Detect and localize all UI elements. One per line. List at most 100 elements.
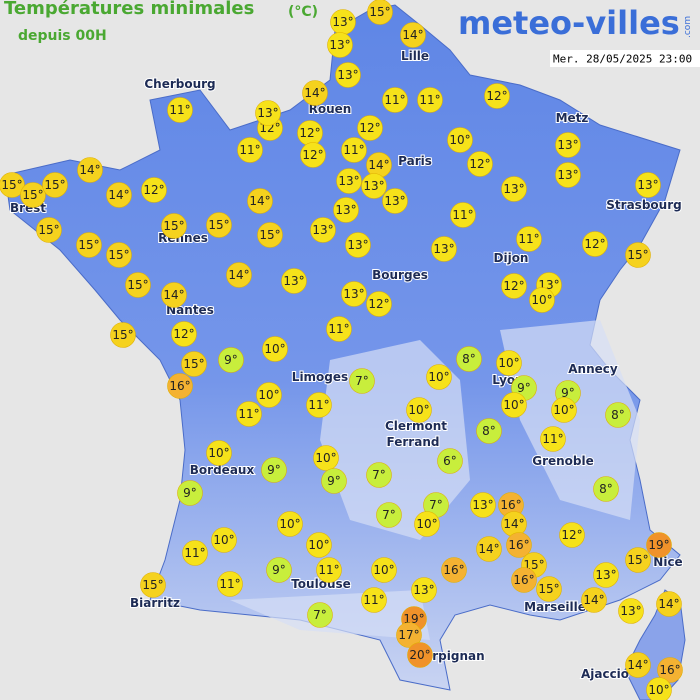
brand: meteo-villes <box>458 4 680 42</box>
temperature-marker <box>646 532 672 558</box>
timestamp-box <box>550 50 700 67</box>
temperature-marker <box>326 316 352 342</box>
temperature-marker <box>177 480 203 506</box>
temperature-label: 15° <box>208 218 229 232</box>
brand-suffix: .com <box>683 16 693 38</box>
temperature-label: 12° <box>584 237 605 251</box>
temperature-marker <box>366 462 392 488</box>
temperature-label: 13° <box>557 138 578 152</box>
temperature-marker <box>529 287 555 313</box>
temperature-label: 14° <box>108 188 129 202</box>
temperature-label: 13° <box>329 38 350 52</box>
city-label: Clermont <box>385 419 447 433</box>
temperature-marker <box>426 364 452 390</box>
temperature-label: 13° <box>595 568 616 582</box>
temperature-marker <box>167 373 193 399</box>
temperature-label: 9° <box>267 463 281 477</box>
temperature-marker <box>313 445 339 471</box>
temperature-label: 12° <box>143 183 164 197</box>
city-label: Strasbourg <box>606 198 681 212</box>
temperature-label: 7° <box>382 508 396 522</box>
temperature-marker <box>382 87 408 113</box>
temperature-marker <box>361 587 387 613</box>
temperature-label: 11° <box>343 143 364 157</box>
temperature-label: 8° <box>599 482 613 496</box>
temperature-label: 10° <box>503 398 524 412</box>
title: Températures minimales <box>4 0 254 19</box>
temperature-marker <box>0 172 25 198</box>
temperature-marker <box>516 226 542 252</box>
temperature-marker <box>307 602 333 628</box>
temperature-marker <box>407 642 433 668</box>
temperature-marker <box>635 172 661 198</box>
city-label: Annecy <box>568 362 618 376</box>
temperature-label: 14° <box>228 268 249 282</box>
temperature-marker <box>376 502 402 528</box>
temperature-label: 13° <box>620 604 641 618</box>
temperature-marker <box>277 511 303 537</box>
temperature-marker <box>236 401 262 427</box>
temperature-marker <box>181 351 207 377</box>
city-label: Ajaccio <box>581 667 629 681</box>
temperature-label: 13° <box>335 203 356 217</box>
temperature-marker <box>106 242 132 268</box>
temperature-label: 11° <box>308 398 329 412</box>
city-label: Bordeaux <box>190 463 255 477</box>
temperature-label: 15° <box>112 328 133 342</box>
temperature-label: 10° <box>373 563 394 577</box>
temperature-marker <box>417 87 443 113</box>
temperature-marker <box>536 576 562 602</box>
temperature-label: 15° <box>259 228 280 242</box>
temperature-marker <box>496 350 522 376</box>
temperature-marker <box>161 282 187 308</box>
temperature-marker <box>300 142 326 168</box>
temperature-marker <box>257 222 283 248</box>
temperature-marker <box>218 347 244 373</box>
temperature-label: 14° <box>583 593 604 607</box>
temperature-marker <box>316 557 342 583</box>
temperature-label: 10° <box>208 446 229 460</box>
temperature-marker <box>306 392 332 418</box>
temperature-marker <box>625 242 651 268</box>
temperature-marker <box>237 137 263 163</box>
temperature-label: 11° <box>452 208 473 222</box>
temperature-label: 14° <box>304 86 325 100</box>
temperature-label: 8° <box>482 424 496 438</box>
temperature-label: 10° <box>531 293 552 307</box>
temperature-marker <box>396 622 422 648</box>
city-label: Dijon <box>494 251 529 265</box>
temperature-label: 9° <box>224 353 238 367</box>
temperature-label: 11° <box>518 232 539 246</box>
temperature-marker <box>255 100 281 126</box>
temperature-marker <box>618 598 644 624</box>
temperature-marker <box>411 577 437 603</box>
temperature-marker <box>42 172 68 198</box>
temperature-label: 14° <box>163 288 184 302</box>
temperature-label: 16° <box>659 663 680 677</box>
temperature-marker <box>581 587 607 613</box>
temperature-label: 17° <box>398 628 419 642</box>
temperature-marker <box>345 232 371 258</box>
temperature-label: 13° <box>384 194 405 208</box>
temperature-marker <box>456 346 482 372</box>
temperature-label: 16° <box>169 379 190 393</box>
temperature-label: 10° <box>449 133 470 147</box>
temperature-label: 10° <box>264 342 285 356</box>
temperature-label: 10° <box>416 517 437 531</box>
temperature-marker <box>261 457 287 483</box>
temperature-marker <box>106 182 132 208</box>
temperature-marker <box>366 291 392 317</box>
temperature-label: 20° <box>409 648 430 662</box>
temperature-label: 10° <box>498 356 519 370</box>
temperature-marker <box>593 476 619 502</box>
temperature-marker <box>247 188 273 214</box>
temperature-marker <box>310 217 336 243</box>
temperature-label: 6° <box>443 454 457 468</box>
temperature-marker <box>302 80 328 106</box>
temperature-label: 15° <box>369 5 390 19</box>
temperature-marker <box>266 557 292 583</box>
temperature-label: 7° <box>372 468 386 482</box>
temperature-label: 14° <box>402 28 423 42</box>
temperature-label: 11° <box>169 103 190 117</box>
temperature-label: 15° <box>44 178 65 192</box>
